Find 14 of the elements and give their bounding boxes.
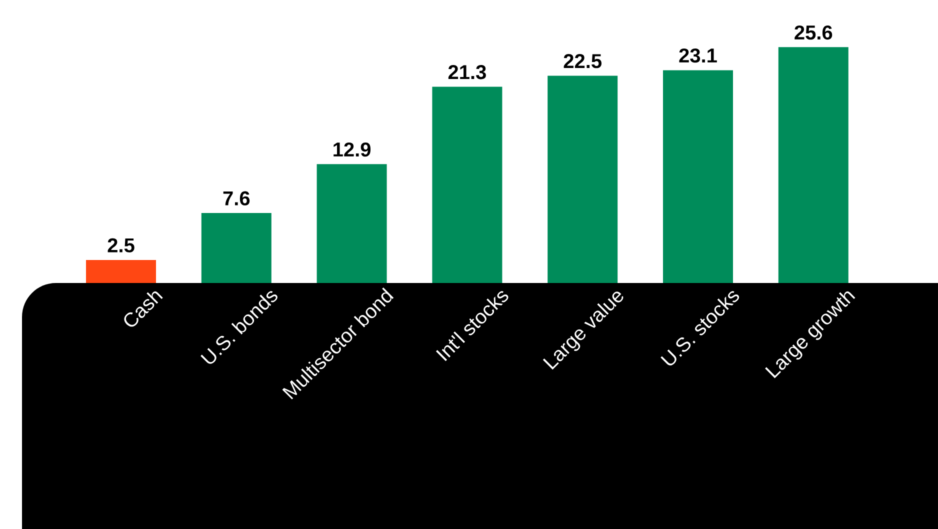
bar xyxy=(86,260,156,283)
bar xyxy=(778,47,848,283)
bar xyxy=(432,86,502,283)
bar xyxy=(548,76,618,283)
data-label: 12.9 xyxy=(334,142,371,157)
data-label: 23.1 xyxy=(679,48,717,63)
data-label: 22.5 xyxy=(564,54,602,68)
bar xyxy=(201,212,272,283)
data-label: 25.6 xyxy=(794,25,832,40)
data-label: 2.5 xyxy=(108,238,134,252)
bar xyxy=(663,70,733,283)
data-label: 21.3 xyxy=(448,65,486,80)
bar xyxy=(316,164,387,283)
data-label: 7.6 xyxy=(223,191,250,206)
